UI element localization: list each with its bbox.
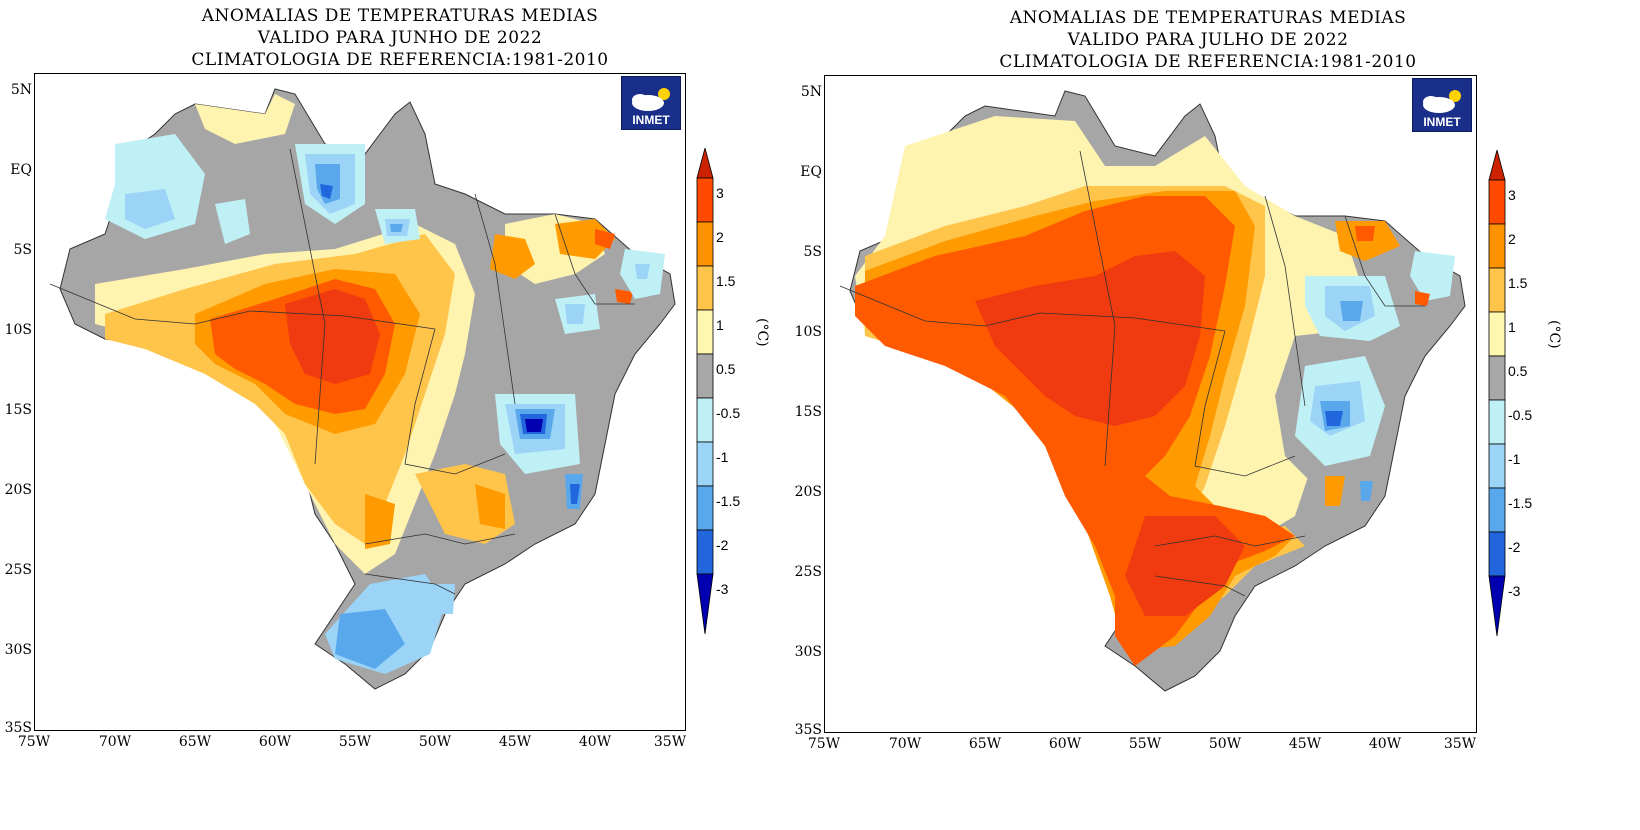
- colorbar-label: -3: [716, 581, 729, 597]
- cloud-sun-icon: [632, 88, 670, 111]
- colorbar: [1488, 150, 1506, 636]
- lon-tick: 45W: [1288, 736, 1322, 752]
- lon-tick: 60W: [258, 734, 292, 750]
- lon-tick: 50W: [418, 734, 452, 750]
- colorbar-label: 3: [1508, 187, 1516, 203]
- lon-tick: 40W: [578, 734, 612, 750]
- colorbar-label: 1: [716, 317, 724, 333]
- colorbar-label: -2: [1508, 539, 1521, 555]
- colorbar-label: -1: [1508, 451, 1521, 467]
- lon-tick: 35W: [1443, 736, 1477, 752]
- title-line-1: ANOMALIAS DE TEMPERATURAS MEDIAS: [1009, 8, 1407, 28]
- map-panel-june: ANOMALIAS DE TEMPERATURAS MEDIAS VALIDO …: [0, 5, 800, 750]
- lon-tick: 55W: [1128, 736, 1162, 752]
- lat-tick: EQ: [10, 162, 32, 178]
- map-frame: INMET: [824, 75, 1477, 733]
- lon-tick: 65W: [178, 734, 212, 750]
- lon-tick: 35W: [653, 734, 687, 750]
- colorbar-label: 1: [1508, 319, 1516, 335]
- colorbar: [696, 148, 714, 634]
- anomaly-map-june: [49, 88, 676, 690]
- lon-tick: 50W: [1208, 736, 1242, 752]
- lon-tick: 75W: [17, 734, 51, 750]
- colorbar-unit: (°C): [1546, 320, 1562, 349]
- title-line-1: ANOMALIAS DE TEMPERATURAS MEDIAS: [201, 6, 599, 26]
- cloud-sun-icon: [1423, 90, 1461, 113]
- lat-tick: 5S: [803, 244, 823, 260]
- lat-tick: EQ: [800, 164, 822, 180]
- colorbar-label: 1.5: [1508, 275, 1528, 291]
- colorbar-label: 1.5: [716, 273, 736, 289]
- map-title: ANOMALIAS DE TEMPERATURAS MEDIAS VALIDO …: [808, 7, 1608, 73]
- colorbar-label: -2: [716, 537, 729, 553]
- lat-tick: 25S: [4, 562, 32, 578]
- lon-tick: 45W: [498, 734, 532, 750]
- lat-tick: 5N: [10, 82, 32, 98]
- title-line-2: VALIDO PARA JUNHO DE 2022: [257, 28, 543, 48]
- lon-tick: 55W: [338, 734, 372, 750]
- lat-tick: 35S: [794, 722, 822, 738]
- colorbar-label: -1.5: [1508, 495, 1533, 511]
- lon-tick: 65W: [968, 736, 1002, 752]
- colorbar-label: -0.5: [716, 405, 741, 421]
- colorbar-label: -1: [716, 449, 729, 465]
- colorbar-label: 2: [716, 229, 724, 245]
- lon-tick: 60W: [1048, 736, 1082, 752]
- lat-tick: 35S: [4, 720, 32, 736]
- colorbar-unit: (°C): [754, 318, 770, 347]
- map-title: ANOMALIAS DE TEMPERATURAS MEDIAS VALIDO …: [0, 5, 800, 71]
- lat-tick: 10S: [794, 324, 822, 340]
- lon-tick: 40W: [1368, 736, 1402, 752]
- lon-tick: 75W: [807, 736, 841, 752]
- lat-tick: 15S: [794, 404, 822, 420]
- colorbar-label: -1.5: [716, 493, 741, 509]
- lat-tick: 20S: [4, 482, 32, 498]
- anomaly-map-july: [839, 90, 1466, 692]
- lat-tick: 25S: [794, 564, 822, 580]
- colorbar-label: 3: [716, 185, 724, 201]
- colorbar-label: 0.5: [716, 361, 736, 377]
- lat-tick: 20S: [794, 484, 822, 500]
- colorbar-label: 2: [1508, 231, 1516, 247]
- title-line-3: CLIMATOLOGIA DE REFERENCIA:1981-2010: [999, 52, 1417, 72]
- lon-tick: 70W: [98, 734, 132, 750]
- map-panel-july: ANOMALIAS DE TEMPERATURAS MEDIAS VALIDO …: [795, 0, 1640, 830]
- title-line-3: CLIMATOLOGIA DE REFERENCIA:1981-2010: [191, 50, 609, 70]
- colorbar-label: -3: [1508, 583, 1521, 599]
- lat-tick: 30S: [4, 642, 32, 658]
- inmet-logo: INMET: [1412, 78, 1472, 132]
- logo-text: INMET: [1423, 115, 1461, 129]
- lat-tick: 30S: [794, 644, 822, 660]
- lat-tick: 5S: [13, 242, 33, 258]
- title-line-2: VALIDO PARA JULHO DE 2022: [1067, 30, 1349, 50]
- map-frame: INMET: [34, 73, 686, 731]
- lat-tick: 10S: [4, 322, 32, 338]
- lat-tick: 15S: [4, 402, 32, 418]
- lat-tick: 5N: [800, 84, 822, 100]
- logo-text: INMET: [632, 113, 670, 127]
- colorbar-label: -0.5: [1508, 407, 1533, 423]
- inmet-logo: INMET: [621, 76, 681, 130]
- lon-tick: 70W: [888, 736, 922, 752]
- colorbar-label: 0.5: [1508, 363, 1528, 379]
